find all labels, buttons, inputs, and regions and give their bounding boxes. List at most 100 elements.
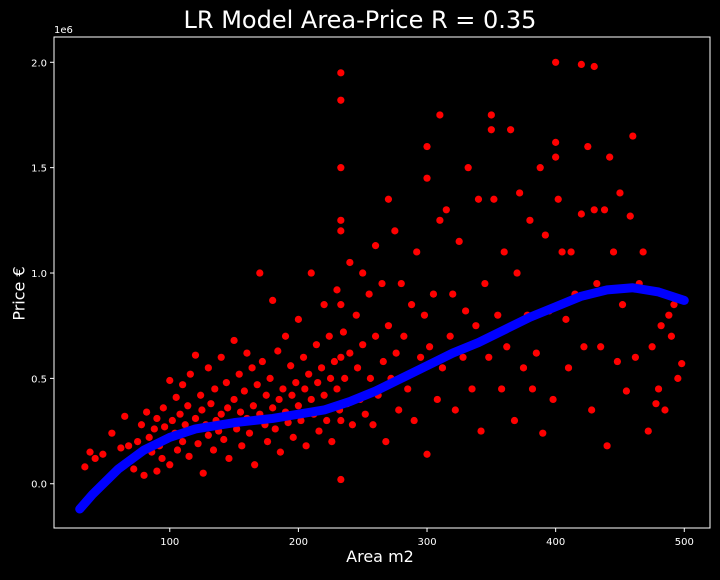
- data-point: [654, 385, 663, 393]
- data-point: [379, 357, 387, 366]
- data-point: [245, 429, 254, 437]
- data-point: [159, 404, 167, 412]
- data-point: [552, 138, 560, 146]
- data-point: [603, 442, 611, 450]
- data-point: [526, 216, 534, 224]
- data-point: [438, 364, 447, 372]
- data-point: [243, 349, 251, 357]
- data-point: [472, 322, 480, 330]
- data-point: [485, 353, 493, 361]
- data-point: [191, 351, 200, 359]
- data-point: [384, 322, 393, 330]
- data-point: [294, 402, 302, 410]
- data-point: [429, 290, 438, 298]
- data-point: [346, 258, 354, 267]
- data-point: [395, 406, 403, 414]
- data-point: [490, 195, 498, 203]
- data-point: [391, 227, 399, 235]
- data-point: [315, 427, 323, 435]
- data-point: [532, 349, 540, 357]
- data-point: [552, 58, 560, 66]
- data-point: [281, 332, 290, 340]
- data-point: [609, 248, 618, 256]
- data-point: [191, 414, 200, 423]
- data-point: [253, 381, 261, 389]
- data-point: [606, 153, 614, 161]
- data-point: [436, 111, 444, 119]
- data-point: [117, 444, 125, 452]
- data-point: [584, 142, 592, 151]
- data-point: [577, 210, 585, 218]
- data-point: [325, 332, 333, 340]
- x-tick-label: 100: [160, 537, 179, 548]
- data-point: [274, 347, 282, 355]
- data-point: [487, 126, 495, 134]
- data-point: [153, 467, 161, 475]
- data-point: [166, 461, 174, 469]
- data-point: [339, 328, 348, 336]
- data-point: [176, 410, 184, 418]
- data-point: [125, 442, 133, 450]
- data-point: [562, 315, 570, 323]
- data-point: [341, 374, 349, 382]
- data-point: [150, 425, 158, 433]
- data-point: [224, 404, 232, 412]
- data-point: [337, 353, 345, 361]
- data-point: [622, 387, 630, 395]
- data-point: [275, 395, 283, 404]
- data-point: [287, 362, 295, 370]
- data-point: [337, 416, 345, 425]
- data-point: [392, 349, 400, 357]
- data-point: [269, 404, 277, 412]
- data-point: [263, 438, 272, 446]
- data-point: [487, 111, 495, 119]
- data-point: [173, 446, 182, 454]
- y-tick-label: 0.5: [31, 374, 47, 385]
- data-point: [536, 164, 544, 172]
- data-point: [207, 400, 215, 408]
- data-point: [481, 279, 489, 288]
- data-point: [657, 322, 665, 330]
- data-point: [240, 387, 248, 395]
- data-point: [423, 174, 431, 182]
- data-point: [186, 370, 194, 378]
- data-point: [616, 189, 624, 197]
- data-point: [276, 448, 284, 456]
- data-point: [134, 438, 142, 446]
- data-point: [674, 374, 682, 382]
- data-point: [235, 370, 243, 378]
- data-point: [590, 62, 598, 71]
- data-point: [199, 469, 207, 477]
- data-point: [251, 461, 259, 469]
- data-point: [337, 69, 345, 77]
- data-point: [554, 195, 562, 203]
- data-point: [279, 385, 287, 393]
- data-point: [600, 206, 609, 214]
- data-point: [307, 395, 315, 404]
- chart-title: LR Model Area-Price R = 0.35: [183, 6, 537, 34]
- data-point: [629, 132, 637, 140]
- data-point: [225, 454, 233, 463]
- data-point: [425, 343, 434, 351]
- data-point: [185, 452, 193, 460]
- data-point: [503, 343, 511, 351]
- data-point: [284, 419, 292, 427]
- data-point: [513, 269, 521, 277]
- data-point: [648, 343, 656, 351]
- data-point: [494, 311, 502, 319]
- data-point: [366, 374, 375, 382]
- data-point: [197, 391, 205, 399]
- data-point: [539, 429, 547, 437]
- data-point: [618, 301, 627, 309]
- data-point: [179, 438, 187, 446]
- data-point: [410, 416, 418, 425]
- data-point: [449, 290, 457, 298]
- data-point: [420, 311, 429, 319]
- data-point: [179, 381, 187, 389]
- data-point: [558, 248, 566, 256]
- data-point: [209, 446, 218, 454]
- data-point: [153, 414, 161, 423]
- data-point: [552, 153, 560, 161]
- data-point: [99, 450, 107, 458]
